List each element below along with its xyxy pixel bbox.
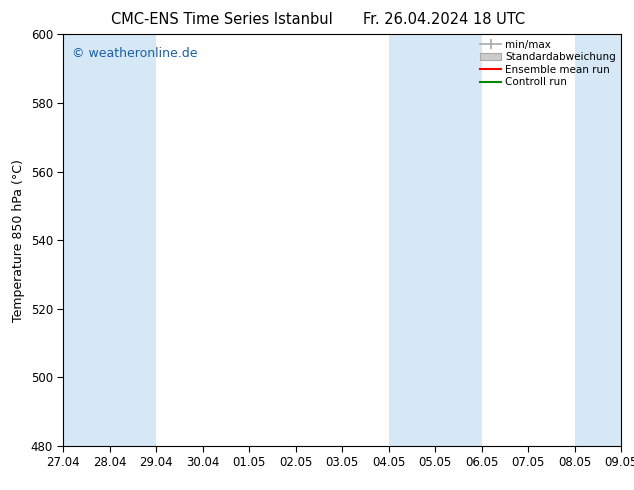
Bar	[575, 34, 621, 446]
Text: © weatheronline.de: © weatheronline.de	[72, 47, 197, 60]
Bar	[436, 34, 482, 446]
Bar	[63, 34, 110, 446]
Text: CMC-ENS Time Series Istanbul: CMC-ENS Time Series Istanbul	[111, 12, 333, 27]
Bar	[110, 34, 157, 446]
Y-axis label: Temperature 850 hPa (°C): Temperature 850 hPa (°C)	[12, 159, 25, 321]
Text: Fr. 26.04.2024 18 UTC: Fr. 26.04.2024 18 UTC	[363, 12, 525, 27]
Legend: min/max, Standardabweichung, Ensemble mean run, Controll run: min/max, Standardabweichung, Ensemble me…	[478, 37, 618, 89]
Bar	[389, 34, 436, 446]
